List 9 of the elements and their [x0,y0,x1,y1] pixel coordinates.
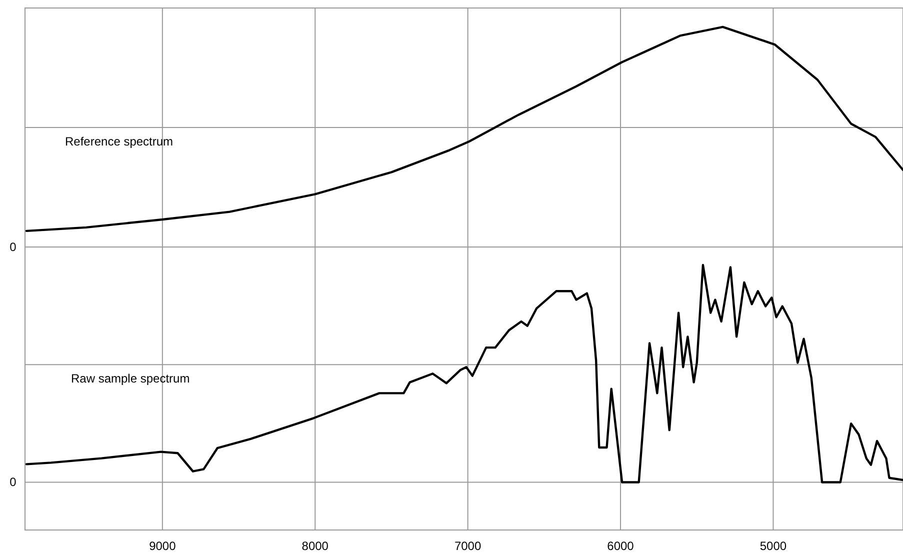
x-tick-label: 8000 [302,539,329,553]
text: 0 [10,475,17,490]
x-tick-label: 6000 [607,539,634,553]
x-tick-label: 5000 [760,539,787,553]
text: 0 [10,240,17,254]
x-tick-label: 9000 [149,539,176,553]
text: Reference spectrum [65,134,174,148]
text: Raw sample spectrum [71,372,190,386]
x-tick-label: 7000 [454,539,482,553]
